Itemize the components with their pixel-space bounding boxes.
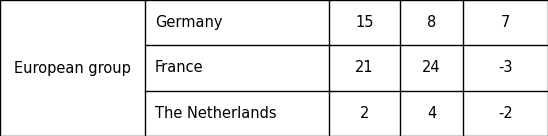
Text: 7: 7 [501, 15, 510, 30]
Text: 21: 21 [355, 61, 374, 75]
Text: France: France [155, 61, 204, 75]
Text: European group: European group [14, 61, 131, 75]
Text: Germany: Germany [155, 15, 222, 30]
Text: -2: -2 [498, 106, 513, 121]
Text: 4: 4 [427, 106, 436, 121]
Text: 2: 2 [359, 106, 369, 121]
Text: 8: 8 [427, 15, 436, 30]
Text: -3: -3 [498, 61, 513, 75]
Text: 24: 24 [423, 61, 441, 75]
Text: The Netherlands: The Netherlands [155, 106, 277, 121]
Text: 15: 15 [355, 15, 374, 30]
